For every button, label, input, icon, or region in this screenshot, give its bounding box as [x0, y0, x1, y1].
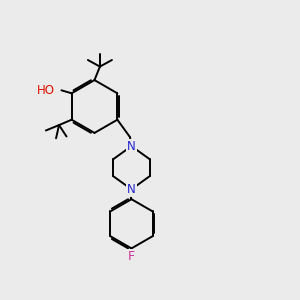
Text: HO: HO	[37, 84, 55, 97]
Text: F: F	[128, 250, 135, 263]
Text: N: N	[127, 140, 136, 153]
Text: N: N	[127, 183, 136, 196]
